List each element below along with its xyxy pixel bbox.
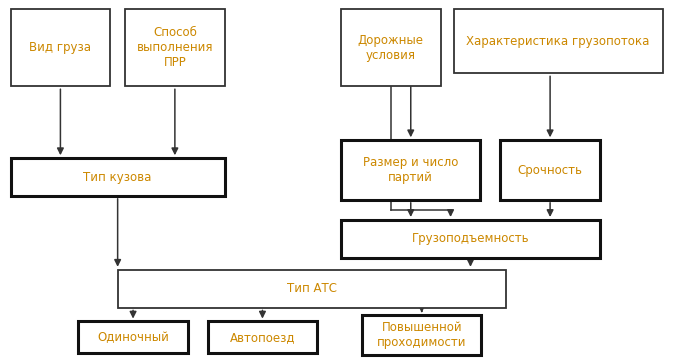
Text: Одиночный: Одиночный: [97, 331, 169, 344]
Text: Характеристика грузопотока: Характеристика грузопотока: [466, 34, 650, 47]
Text: Автопоезд: Автопоезд: [230, 331, 295, 344]
Bar: [341, 9, 441, 87]
Bar: [208, 321, 317, 353]
Bar: [125, 9, 224, 87]
Text: Дорожные
условия: Дорожные условия: [358, 33, 424, 61]
Bar: [500, 140, 600, 200]
Bar: [11, 9, 110, 87]
Text: Повышенной
проходимости: Повышенной проходимости: [377, 321, 466, 349]
Bar: [454, 9, 662, 73]
Text: Размер и число
партий: Размер и число партий: [363, 156, 458, 184]
Text: Способ
выполнения
ПРР: Способ выполнения ПРР: [137, 26, 213, 69]
Text: Срочность: Срочность: [518, 164, 583, 177]
Text: Вид груза: Вид груза: [30, 41, 91, 54]
Text: Грузоподъемность: Грузоподъемность: [412, 232, 529, 245]
Text: Тип кузова: Тип кузова: [83, 171, 152, 183]
Bar: [11, 158, 224, 196]
Bar: [362, 316, 481, 355]
Bar: [78, 321, 188, 353]
Bar: [341, 140, 481, 200]
Bar: [118, 270, 506, 308]
Text: Тип АТС: Тип АТС: [287, 282, 337, 295]
Bar: [341, 220, 600, 258]
